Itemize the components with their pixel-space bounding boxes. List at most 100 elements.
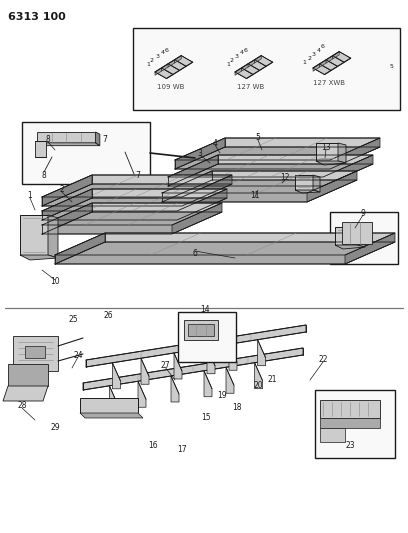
Polygon shape — [83, 348, 303, 390]
Polygon shape — [162, 64, 168, 71]
Polygon shape — [184, 320, 218, 340]
Polygon shape — [155, 68, 173, 78]
Polygon shape — [320, 428, 345, 442]
Text: 20: 20 — [253, 381, 263, 390]
Polygon shape — [86, 325, 306, 367]
Polygon shape — [155, 68, 162, 75]
Polygon shape — [207, 348, 215, 374]
Text: 14: 14 — [200, 305, 210, 314]
Polygon shape — [42, 198, 227, 220]
Polygon shape — [141, 358, 149, 384]
Polygon shape — [235, 68, 242, 75]
Text: 5: 5 — [390, 64, 394, 69]
Polygon shape — [20, 215, 48, 255]
Polygon shape — [3, 386, 48, 401]
Polygon shape — [316, 143, 338, 161]
Text: 3: 3 — [312, 52, 316, 56]
Polygon shape — [168, 60, 186, 70]
Text: 11: 11 — [250, 190, 260, 199]
Text: 109 WB: 109 WB — [157, 84, 185, 90]
Polygon shape — [182, 175, 232, 206]
Polygon shape — [313, 64, 319, 71]
Polygon shape — [42, 184, 232, 206]
Polygon shape — [162, 171, 212, 202]
Polygon shape — [55, 233, 105, 264]
Polygon shape — [313, 175, 320, 192]
Text: 18: 18 — [232, 403, 242, 413]
Polygon shape — [175, 55, 181, 63]
Polygon shape — [80, 398, 138, 413]
Text: 2: 2 — [150, 59, 154, 63]
Polygon shape — [42, 175, 232, 197]
Polygon shape — [226, 367, 234, 393]
Polygon shape — [13, 336, 58, 371]
Polygon shape — [42, 203, 92, 234]
Text: 29: 29 — [50, 424, 60, 432]
Polygon shape — [255, 55, 273, 66]
Text: 2: 2 — [60, 185, 64, 195]
Polygon shape — [172, 203, 222, 234]
Polygon shape — [175, 138, 380, 160]
Text: 25: 25 — [68, 316, 78, 325]
Text: 24: 24 — [73, 351, 83, 359]
Polygon shape — [168, 164, 373, 186]
Text: 19: 19 — [217, 391, 227, 400]
Polygon shape — [242, 64, 248, 71]
Polygon shape — [204, 371, 212, 397]
Polygon shape — [335, 245, 365, 249]
Polygon shape — [55, 242, 395, 264]
Polygon shape — [25, 346, 45, 358]
Text: 5: 5 — [255, 133, 260, 142]
Text: 15: 15 — [201, 414, 211, 423]
Text: 4: 4 — [213, 139, 217, 148]
Polygon shape — [162, 64, 180, 75]
Polygon shape — [168, 155, 218, 186]
Polygon shape — [48, 215, 58, 258]
Polygon shape — [42, 175, 92, 206]
Polygon shape — [235, 68, 253, 78]
Polygon shape — [257, 340, 266, 366]
Polygon shape — [316, 161, 346, 165]
Polygon shape — [313, 64, 331, 75]
Polygon shape — [42, 189, 92, 220]
Text: 2: 2 — [230, 59, 234, 63]
Polygon shape — [112, 363, 120, 389]
Bar — [315, 390, 395, 458]
Polygon shape — [357, 227, 365, 247]
Polygon shape — [168, 155, 373, 177]
Bar — [330, 212, 398, 264]
Text: 27: 27 — [160, 360, 170, 369]
Polygon shape — [175, 138, 225, 169]
Text: 4: 4 — [161, 51, 165, 55]
Polygon shape — [188, 324, 214, 336]
Polygon shape — [335, 227, 357, 245]
Text: 10: 10 — [50, 278, 60, 287]
Text: 16: 16 — [148, 440, 158, 449]
Polygon shape — [42, 212, 222, 234]
Text: 28: 28 — [17, 401, 27, 410]
Polygon shape — [42, 189, 227, 211]
Text: 1: 1 — [302, 60, 306, 64]
Polygon shape — [248, 60, 266, 70]
Bar — [133, 28, 400, 110]
Polygon shape — [323, 155, 373, 186]
Text: 3: 3 — [156, 54, 160, 60]
Text: 13: 13 — [321, 142, 331, 151]
Text: 22: 22 — [318, 356, 328, 365]
Text: 1: 1 — [226, 62, 230, 68]
Text: 23: 23 — [345, 440, 355, 449]
Polygon shape — [342, 222, 372, 244]
Polygon shape — [295, 175, 313, 190]
Polygon shape — [37, 132, 95, 143]
Text: 3: 3 — [197, 149, 202, 157]
Text: 127 XWB: 127 XWB — [313, 80, 345, 86]
Text: 127 WB: 127 WB — [237, 84, 265, 90]
Text: 6: 6 — [321, 44, 325, 49]
Polygon shape — [295, 190, 320, 193]
Polygon shape — [171, 376, 179, 402]
Polygon shape — [255, 55, 261, 63]
Polygon shape — [319, 60, 326, 67]
Polygon shape — [95, 132, 100, 146]
Polygon shape — [175, 55, 193, 66]
Text: 8: 8 — [42, 172, 47, 181]
